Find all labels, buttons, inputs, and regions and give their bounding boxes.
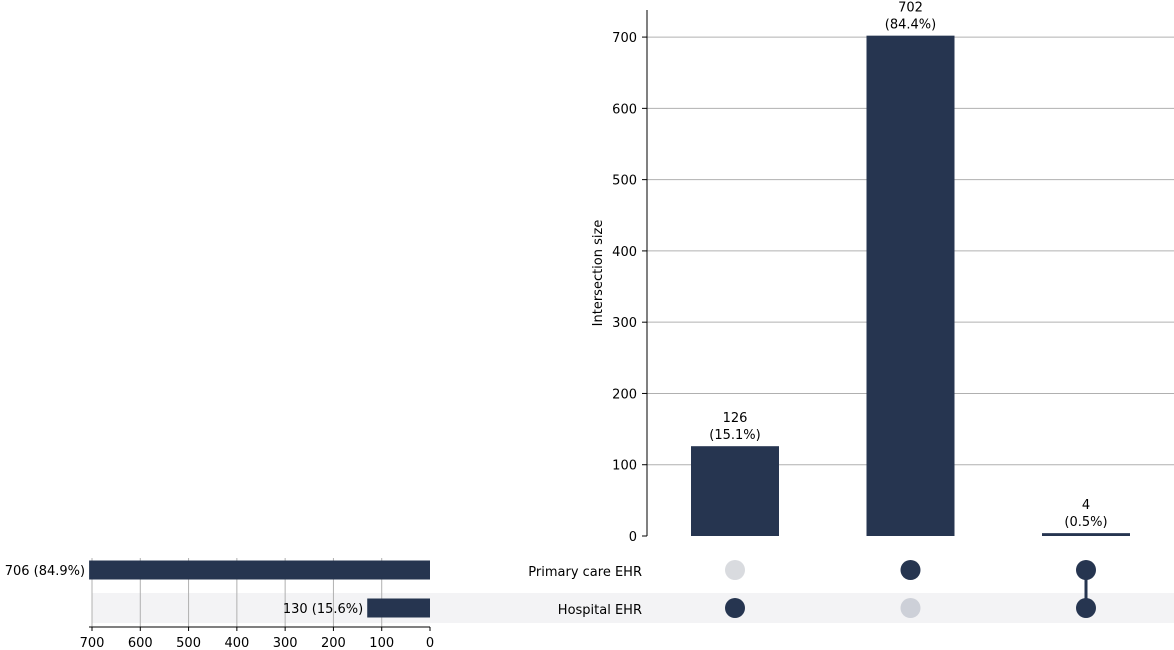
intersection-bar-percent-label: (0.5%) (1064, 515, 1107, 530)
intersection-bars (691, 35, 1130, 536)
set-name-primary-care-ehr: Primary care EHR (528, 565, 642, 580)
intersection-bar-count-label: 702 (898, 1, 923, 16)
set-size-bar-label: 706 (84.9%) (5, 564, 85, 579)
set-size-x-tick-label: 100 (369, 636, 394, 650)
set-size-x-tick-label: 500 (176, 636, 201, 650)
intersection-y-axis-label: Intersection size (591, 220, 606, 327)
intersection-bar-count-label: 126 (723, 411, 748, 426)
intersection-y-tick-label: 700 (612, 31, 637, 46)
set-size-bar (367, 598, 430, 618)
set-size-x-tick-label: 200 (321, 636, 346, 650)
set-size-x-tick-label: 700 (80, 636, 105, 650)
set-size-bar (89, 560, 431, 580)
intersection-bar-labels: 126 (15.1%) 702 (84.4%) 4 (0.5%) (709, 1, 1107, 530)
intersection-y-tick-label: 200 (612, 387, 637, 402)
matrix-dot-inactive (900, 598, 921, 618)
intersection-y-tick-label: 600 (612, 102, 637, 117)
membership-matrix (725, 560, 1096, 618)
intersection-y-tick-label: 400 (612, 245, 637, 260)
matrix-dot-active (1076, 560, 1096, 580)
intersection-y-tick-label: 300 (612, 316, 637, 331)
intersection-bar-percent-label: (84.4%) (885, 18, 936, 33)
intersection-bar (691, 446, 779, 536)
set-size-x-tick-label: 600 (128, 636, 153, 650)
intersection-bar (1042, 533, 1130, 536)
set-size-bars (89, 560, 431, 618)
matrix-dot-active (900, 560, 921, 580)
intersection-y-tick-label: 100 (612, 459, 637, 474)
set-size-x-tick-label: 300 (273, 636, 298, 650)
intersection-bar-percent-label: (15.1%) (709, 428, 760, 443)
set-size-bar-label: 130 (15.6%) (283, 602, 363, 617)
set-size-x-axis: 700 600 500 400 300 200 100 0 (80, 626, 434, 650)
set-size-x-tick-label: 400 (224, 636, 249, 650)
set-name-hospital-ehr: Hospital EHR (558, 603, 642, 618)
matrix-dot-active (1076, 598, 1096, 618)
intersection-y-tick-label: 500 (612, 174, 637, 189)
matrix-dot-inactive (725, 560, 745, 580)
matrix-dot-active (725, 598, 745, 618)
set-size-bar-labels: 706 (84.9%) 130 (15.6%) (5, 564, 364, 617)
intersection-bar-count-label: 4 (1082, 498, 1090, 513)
intersection-y-axis: 0 100 200 300 400 500 600 700 (612, 10, 648, 545)
intersection-y-tick-label: 0 (629, 530, 637, 545)
matrix-row-shade (92, 593, 1174, 623)
set-size-x-tick-label: 0 (426, 636, 434, 650)
intersection-bar (866, 35, 955, 536)
